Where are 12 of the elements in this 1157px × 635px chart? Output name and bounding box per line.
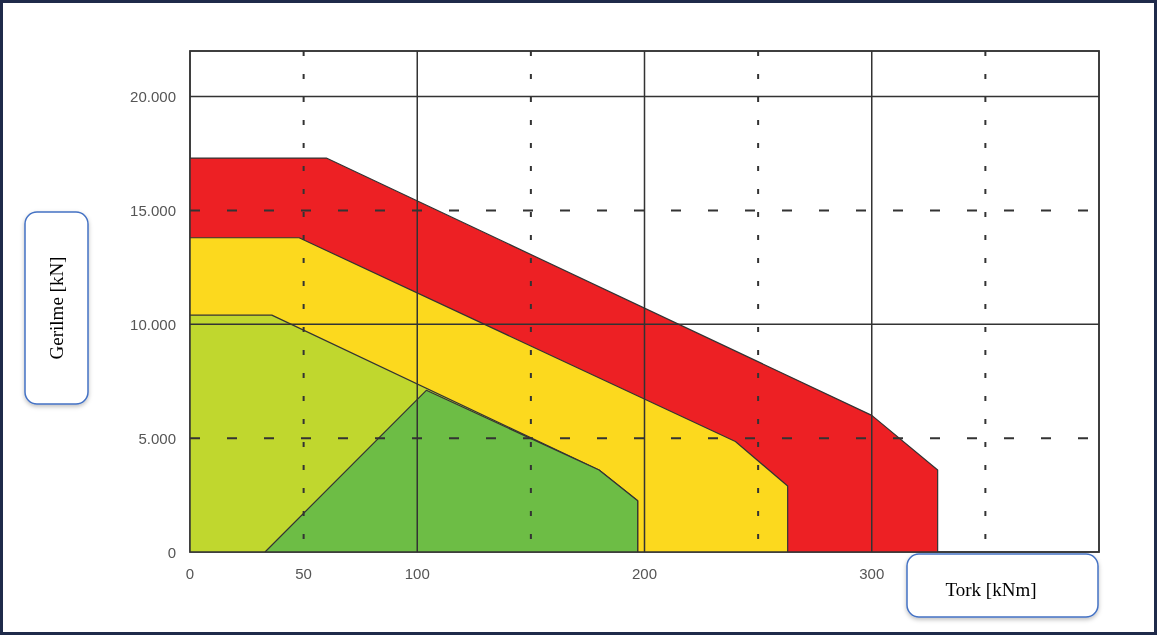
x-tick-label: 200 [631,565,658,582]
y-tick-label: 10.000 [130,315,176,333]
y-tick-label: 5.000 [138,429,176,447]
x-tick-label: 0 [185,565,195,582]
x-tick-label: 50 [295,565,312,582]
y-tick-label: 0 [167,543,176,561]
y-axis-title: Gerilme [kN] [45,256,67,360]
x-axis-title: Tork [kNm] [945,578,1037,600]
y-tick-label: 20.000 [130,88,176,106]
x-tick-label: 100 [404,565,430,582]
x-tick-label: 300 [859,565,885,582]
y-tick-label: 15.000 [130,201,176,219]
